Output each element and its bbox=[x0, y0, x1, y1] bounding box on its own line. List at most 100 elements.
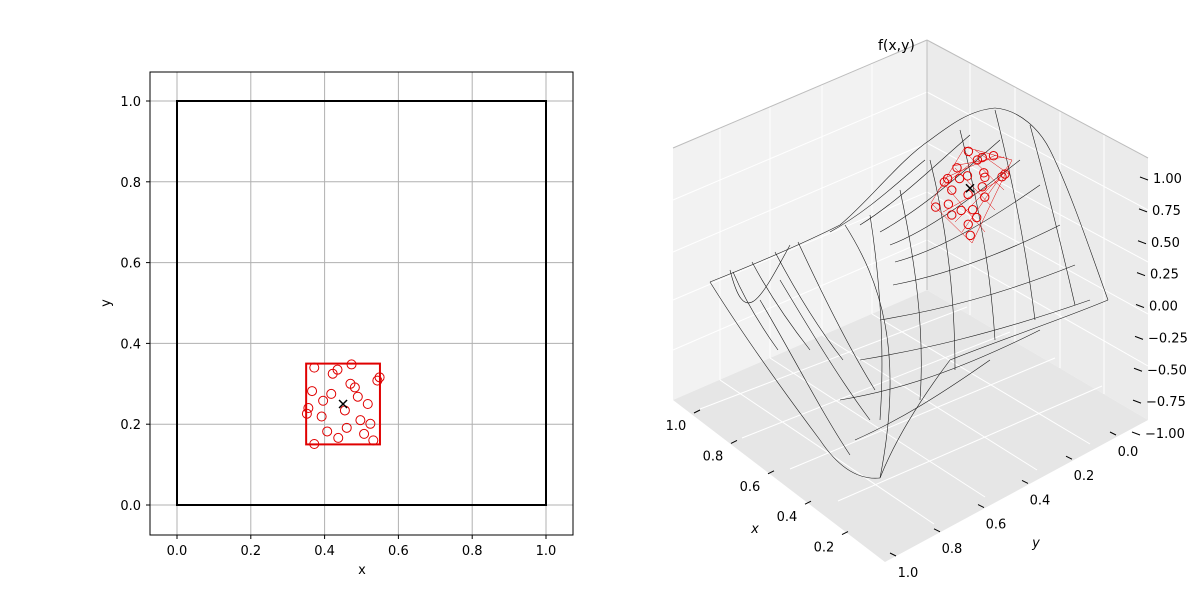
x-axis-label-3d: x bbox=[750, 522, 759, 537]
sample-point bbox=[346, 359, 357, 370]
z-tick-label: 1.00 bbox=[1153, 172, 1182, 187]
y-ticks-2d: 0.0 0.2 0.4 0.6 0.8 1.0 bbox=[120, 95, 150, 514]
y-tick-mark-3d bbox=[889, 552, 897, 557]
z-ticks: −1.00 −0.75 −0.50 −0.25 0.00 0.25 0.50 0.75 1.00 bbox=[1131, 172, 1188, 442]
z-tick-label: −0.50 bbox=[1147, 363, 1187, 378]
pane-right bbox=[927, 40, 1148, 420]
z-tick-label: −0.75 bbox=[1146, 395, 1186, 410]
x-tick-label-3d: 0.8 bbox=[703, 449, 724, 464]
sample-point-3d bbox=[942, 173, 953, 184]
plot-2d: 0.0 0.2 0.4 0.6 0.8 1.0 0.00.20.40.60.81.0 x … bbox=[99, 71, 574, 578]
x-tick-label: 0.6 bbox=[388, 544, 409, 559]
x-ticks-2d: 0.0 0.2 0.4 0.6 0.8 1.0 bbox=[167, 535, 557, 559]
x-tick-mark-3d bbox=[804, 500, 812, 505]
x-tick-mark-3d bbox=[841, 531, 849, 536]
z-tick-mark bbox=[1132, 399, 1142, 404]
x-ticks-3d: 0.2 0.4 0.6 0.8 1.0 bbox=[666, 409, 849, 556]
x-tick-label: 0.0 bbox=[167, 544, 188, 559]
sample-point bbox=[359, 428, 370, 439]
sample-point-3d bbox=[943, 199, 954, 209]
sample-point-3d bbox=[967, 204, 978, 215]
sample-point-3d bbox=[956, 205, 966, 216]
sample-point bbox=[303, 403, 314, 414]
y-axis-label-3d: y bbox=[1031, 536, 1040, 551]
sample-point bbox=[307, 386, 318, 397]
sample-point-3d bbox=[972, 155, 983, 165]
sample-point bbox=[322, 426, 333, 437]
sample-point bbox=[316, 411, 327, 422]
chart-title-3d: f(x,y) bbox=[878, 38, 915, 54]
y-tick-label-3d: 0.2 bbox=[1074, 469, 1095, 484]
sample-point-3d bbox=[947, 185, 957, 195]
z-tick-label: 0.00 bbox=[1149, 300, 1178, 315]
z-tick-mark bbox=[1139, 176, 1149, 181]
y-tick-label: 0.4 bbox=[120, 337, 141, 352]
pane-left bbox=[673, 40, 927, 400]
x-tick-label-3d: 0.2 bbox=[814, 541, 835, 556]
sample-point-3d bbox=[963, 219, 973, 230]
sample-point-3d bbox=[952, 163, 962, 173]
y-tick-label-3d: 0.0 bbox=[1118, 445, 1139, 460]
window-patch-3d bbox=[930, 146, 1013, 244]
y-axis-label-2d: y bbox=[99, 299, 114, 307]
y-tick-label: 0.6 bbox=[120, 257, 141, 272]
sample-point-3d bbox=[977, 152, 987, 163]
sample-point-3d bbox=[988, 151, 999, 161]
y-tick-label: 0.0 bbox=[120, 499, 141, 514]
x-tick-label-3d: 1.0 bbox=[666, 419, 687, 434]
z-tick-mark bbox=[1138, 208, 1148, 213]
sample-point bbox=[349, 382, 360, 393]
y-tick-mark-3d bbox=[977, 504, 985, 509]
center-marker-2d bbox=[338, 399, 348, 409]
y-tick-label-3d: 0.4 bbox=[1030, 493, 1051, 508]
z-tick-label: 0.50 bbox=[1151, 236, 1180, 251]
sample-point bbox=[372, 375, 383, 386]
z-tick-mark bbox=[1135, 304, 1145, 308]
x-axis-label-2d: x bbox=[358, 563, 366, 578]
x-tick-label: 0.2 bbox=[240, 544, 261, 559]
y-ticks-3d: 0.0 0.2 0.4 0.6 0.8 1.0 bbox=[889, 431, 1139, 581]
sample-points-2d bbox=[301, 359, 385, 449]
sample-point bbox=[341, 422, 352, 433]
x-tick-label: 0.8 bbox=[462, 544, 483, 559]
sample-point-3d bbox=[1000, 169, 1010, 179]
sample-point-3d bbox=[930, 202, 941, 212]
z-tick-label: 0.25 bbox=[1150, 268, 1179, 283]
y-tick-mark-3d bbox=[933, 528, 941, 533]
sample-point bbox=[368, 435, 379, 446]
sample-point bbox=[326, 388, 337, 399]
y-tick-label-3d: 0.8 bbox=[942, 542, 963, 557]
sample-point-3d bbox=[997, 172, 1007, 182]
sample-point bbox=[332, 364, 343, 375]
domain-box bbox=[176, 100, 547, 506]
sample-points-3d bbox=[930, 146, 1010, 241]
sample-point-3d bbox=[963, 146, 974, 157]
y-tick-mark-3d bbox=[1109, 431, 1117, 436]
sample-point bbox=[365, 418, 376, 429]
z-tick-mark bbox=[1133, 367, 1143, 372]
y-tick-label-3d: 0.6 bbox=[986, 518, 1007, 533]
x-tick-mark-3d bbox=[730, 439, 738, 444]
z-tick-mark bbox=[1134, 335, 1144, 340]
sample-point-3d bbox=[939, 177, 950, 187]
sample-point-3d bbox=[980, 172, 990, 183]
x-tick-mark-3d bbox=[767, 470, 775, 475]
pane-edges bbox=[672, 39, 1149, 290]
sample-point-3d bbox=[947, 210, 957, 220]
sample-point bbox=[309, 362, 320, 373]
grid-2d bbox=[150, 72, 573, 535]
x-tick-mark-3d bbox=[693, 409, 701, 414]
y-tick-label: 0.8 bbox=[120, 176, 141, 191]
axes-frame-2d bbox=[149, 71, 574, 536]
sample-point bbox=[374, 372, 385, 383]
sample-point bbox=[301, 408, 312, 419]
sample-point bbox=[318, 395, 329, 406]
z-tick-mark bbox=[1136, 272, 1146, 277]
x-tick-label: 1.0 bbox=[536, 544, 557, 559]
sample-point bbox=[333, 432, 344, 443]
y-tick-mark-3d bbox=[1021, 479, 1029, 484]
sample-point bbox=[352, 391, 363, 402]
y-tick-label: 0.2 bbox=[120, 418, 141, 433]
sample-point bbox=[339, 405, 350, 416]
